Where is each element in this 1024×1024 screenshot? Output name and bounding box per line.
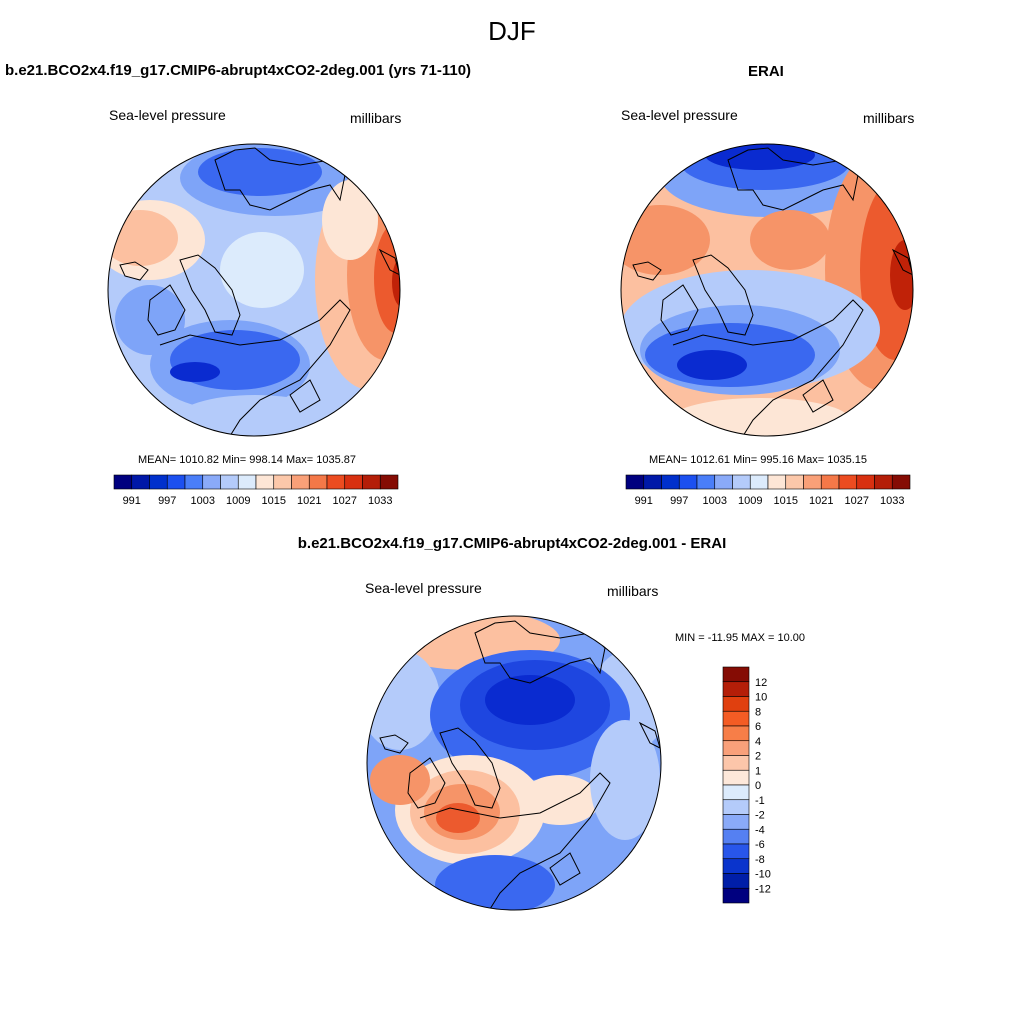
diff-colorbar-box — [722, 784, 750, 801]
model-colorbar-label: 991 — [123, 495, 141, 507]
obs-colorbar-label: 997 — [670, 495, 688, 507]
model-colorbar-box — [166, 474, 186, 490]
obs-units-label: millibars — [863, 110, 915, 126]
obs-stats: MEAN= 1012.61 Min= 995.16 Max= 1035.15 — [649, 454, 868, 466]
model-colorbar-box — [344, 474, 363, 490]
obs-colorbar-box — [625, 474, 645, 490]
diff-stats: MIN = -11.95 MAX = 10.00 — [675, 632, 806, 644]
obs-colorbar-box — [785, 474, 804, 490]
model-variable-label: Sea-level pressure — [109, 107, 226, 123]
diff-colorbar-label: -2 — [755, 810, 765, 822]
diff-colorbar-box — [722, 843, 750, 860]
obs-colorbar-box — [874, 474, 893, 490]
obs-panel-title: ERAI — [748, 63, 784, 80]
model-colorbar-label: 1009 — [226, 495, 250, 507]
diff-colorbar-box — [722, 666, 750, 683]
diff-colorbar-label: -10 — [755, 869, 771, 881]
diff-colorbar-box — [722, 725, 750, 742]
model-colorbar-box — [326, 474, 346, 490]
obs-colorbar-box — [891, 474, 911, 490]
diff-colorbar-label: 8 — [755, 706, 761, 718]
diff-colorbar-label: -6 — [755, 839, 765, 851]
diff-colorbar-label: -12 — [755, 883, 771, 895]
obs-polar-map — [620, 143, 914, 437]
diff-colorbar-label: 2 — [755, 751, 761, 763]
model-colorbar-label: 1027 — [333, 495, 357, 507]
obs-colorbar-label: 991 — [635, 495, 653, 507]
model-colorbar-box — [273, 474, 292, 490]
diff-colorbar-box — [722, 769, 750, 786]
diff-colorbar-box — [722, 696, 750, 712]
diff-colorbar-label: 1 — [755, 765, 761, 777]
model-colorbar: 991 997 1003 1009 1015 1021 1027 1033 — [113, 474, 399, 507]
model-units-label: millibars — [350, 110, 402, 126]
diff-colorbar-box — [722, 710, 750, 727]
obs-colorbar-box — [714, 474, 733, 490]
diff-colorbar-label: -1 — [755, 795, 765, 807]
diff-colorbar-label: -8 — [755, 854, 765, 866]
diff-variable-label: Sea-level pressure — [365, 580, 482, 596]
diff-polar-map — [366, 615, 662, 911]
diff-colorbar-box — [722, 828, 750, 845]
model-colorbar-box — [255, 474, 275, 490]
obs-colorbar-label: 1027 — [845, 495, 869, 507]
obs-colorbar-box — [749, 474, 769, 490]
diff-colorbar-box — [722, 873, 750, 889]
model-colorbar-box — [308, 474, 328, 490]
model-colorbar-box — [379, 474, 399, 490]
model-colorbar-label: 997 — [158, 495, 176, 507]
obs-colorbar-box — [803, 474, 822, 490]
obs-colorbar-box — [820, 474, 840, 490]
diff-colorbar-box — [722, 887, 750, 904]
model-polar-map — [107, 143, 401, 437]
model-colorbar-box — [131, 474, 150, 490]
obs-colorbar-label: 1021 — [809, 495, 833, 507]
obs-variable-label: Sea-level pressure — [621, 107, 738, 123]
obs-colorbar: 991 997 1003 1009 1015 1021 1027 1033 — [625, 474, 911, 507]
model-colorbar-box — [237, 474, 257, 490]
model-colorbar-label: 1033 — [368, 495, 392, 507]
model-panel-title: b.e21.BCO2x4.f19_g17.CMIP6-abrupt4xCO2-2… — [5, 62, 472, 79]
obs-colorbar-box — [661, 474, 680, 490]
diff-panel-title: b.e21.BCO2x4.f19_g17.CMIP6-abrupt4xCO2-2… — [297, 535, 727, 552]
diff-colorbar-box — [722, 799, 750, 815]
model-colorbar-box — [149, 474, 168, 490]
obs-colorbar-label: 1015 — [774, 495, 798, 507]
diff-colorbar-label: 6 — [755, 721, 761, 733]
diff-colorbar-box — [722, 740, 750, 756]
model-colorbar-box — [113, 474, 133, 490]
obs-colorbar-box — [732, 474, 751, 490]
obs-colorbar-label: 1033 — [880, 495, 904, 507]
obs-colorbar-label: 1003 — [703, 495, 727, 507]
diff-colorbar-label: 12 — [755, 677, 767, 689]
model-colorbar-label: 1021 — [297, 495, 321, 507]
obs-colorbar-label: 1009 — [738, 495, 762, 507]
model-stats: MEAN= 1010.82 Min= 998.14 Max= 1035.87 — [138, 454, 357, 466]
model-colorbar-box — [202, 474, 221, 490]
diff-colorbar-label: -4 — [755, 824, 765, 836]
obs-colorbar-box — [767, 474, 787, 490]
diff-colorbar-box — [722, 814, 750, 830]
diff-units-label: millibars — [607, 583, 659, 599]
model-colorbar-box — [362, 474, 381, 490]
model-colorbar-box — [220, 474, 239, 490]
obs-colorbar-box — [696, 474, 716, 490]
model-colorbar-label: 1015 — [262, 495, 286, 507]
diff-colorbar-box — [722, 755, 750, 771]
diff-colorbar-label: 0 — [755, 780, 761, 792]
diff-colorbar-box — [722, 858, 750, 874]
diff-colorbar-box — [722, 681, 750, 697]
diff-colorbar-label: 10 — [755, 692, 767, 704]
obs-colorbar-box — [856, 474, 875, 490]
obs-colorbar-box — [678, 474, 698, 490]
obs-colorbar-box — [838, 474, 858, 490]
model-colorbar-box — [184, 474, 204, 490]
diff-colorbar-label: 4 — [755, 736, 761, 748]
obs-colorbar-box — [643, 474, 662, 490]
model-colorbar-label: 1003 — [191, 495, 215, 507]
figure-title: DJF — [488, 16, 536, 46]
model-colorbar-box — [291, 474, 310, 490]
